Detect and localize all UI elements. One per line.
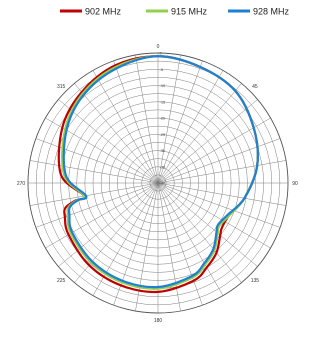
grid-spoke: [157, 182, 242, 283]
grid-spoke: [92, 70, 159, 184]
grid-spoke: [113, 60, 159, 184]
radial-tick-label: -20: [160, 116, 167, 121]
angle-tick-label: 45: [252, 84, 258, 90]
grid-spoke: [157, 54, 181, 184]
angle-tick-label: 135: [251, 278, 260, 284]
angle-tick-label: 270: [17, 181, 26, 187]
grid-spoke: [157, 99, 258, 184]
grid-spoke: [157, 182, 287, 206]
grid-spoke: [35, 138, 159, 184]
radial-tick-label: -15: [160, 99, 167, 104]
grid-spoke: [35, 182, 159, 228]
grid-spoke: [157, 117, 271, 184]
angle-tick-label: 315: [57, 84, 66, 90]
legend-label: 915 MHz: [171, 7, 208, 17]
radial-tick-label: -25: [160, 132, 167, 137]
grid-spoke: [157, 138, 281, 184]
grid-spoke: [157, 182, 258, 267]
radial-tick-label: -40: [160, 181, 167, 186]
angle-tick-label: 180: [154, 318, 163, 324]
grid-spoke: [135, 54, 159, 184]
grid-spoke: [157, 182, 181, 312]
grid-spoke: [29, 160, 159, 184]
grid-spoke: [157, 160, 287, 184]
grid-spoke: [157, 70, 224, 184]
angle-tick-label: 0: [157, 44, 160, 50]
radial-tick-label: 0: [160, 51, 163, 56]
radial-tick-label: -30: [160, 148, 167, 153]
radial-tick-label: -10: [160, 83, 167, 88]
grid-spoke: [74, 83, 159, 184]
grid-spoke: [157, 182, 224, 296]
grid-spoke: [29, 182, 159, 206]
grid-spoke: [58, 99, 159, 184]
grid-spoke: [157, 182, 271, 249]
series-line-928-mhz: [62, 55, 259, 289]
radial-tick-label: -35: [160, 164, 167, 169]
grid-spoke: [157, 182, 281, 228]
radial-tick-label: -5: [160, 67, 164, 72]
grid-spoke: [45, 182, 159, 249]
angle-tick-label: 225: [57, 278, 66, 284]
angle-tick-label: 90: [292, 181, 298, 187]
grid-spoke: [157, 182, 203, 306]
legend-label: 928 MHz: [253, 7, 290, 17]
grid-spoke: [58, 182, 159, 267]
legend-label: 902 MHz: [85, 7, 122, 17]
grid-spoke: [157, 83, 242, 184]
grid-spoke: [157, 60, 203, 184]
